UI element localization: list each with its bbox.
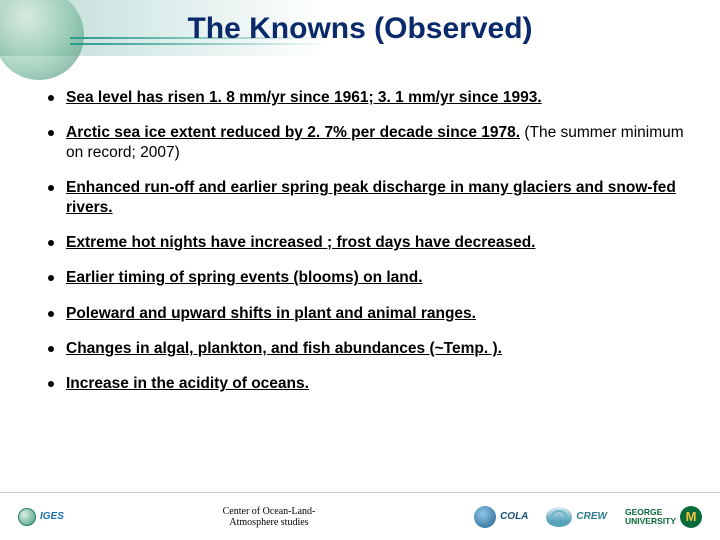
globe-icon bbox=[18, 508, 36, 526]
bullet-bold-text: Changes in algal, plankton, and fish abu… bbox=[66, 340, 502, 357]
bullet-list: Sea level has risen 1. 8 mm/yr since 196… bbox=[48, 88, 692, 484]
bullet-text: Earlier timing of spring events (blooms)… bbox=[66, 268, 423, 287]
bullet-dot-icon bbox=[48, 275, 54, 281]
bullet-bold-text: Poleward and upward shifts in plant and … bbox=[66, 305, 476, 322]
bullet-dot-icon bbox=[48, 95, 54, 101]
logo-cola: COLA bbox=[474, 506, 528, 528]
logo-cola-text: COLA bbox=[500, 511, 528, 522]
bullet-text: Sea level has risen 1. 8 mm/yr since 196… bbox=[66, 88, 542, 107]
bullet-bold-text: Arctic sea ice extent reduced by 2. 7% p… bbox=[66, 124, 520, 141]
footer-caption-line1: Center of Ocean-Land- bbox=[82, 506, 456, 517]
bullet-item: Enhanced run-off and earlier spring peak… bbox=[48, 178, 692, 217]
bullet-dot-icon bbox=[48, 346, 54, 352]
bullet-item: Extreme hot nights have increased ; fros… bbox=[48, 233, 692, 252]
bullet-dot-icon bbox=[48, 130, 54, 136]
footer-bar: IGES Center of Ocean-Land- Atmosphere st… bbox=[0, 492, 720, 540]
logo-iges-text: IGES bbox=[40, 511, 64, 522]
bullet-item: Earlier timing of spring events (blooms)… bbox=[48, 268, 692, 287]
shield-icon: M bbox=[680, 506, 702, 528]
bullet-bold-text: Earlier timing of spring events (blooms)… bbox=[66, 269, 423, 286]
bullet-text: Arctic sea ice extent reduced by 2. 7% p… bbox=[66, 123, 692, 162]
bullet-item: Changes in algal, plankton, and fish abu… bbox=[48, 339, 692, 358]
gmu-line2: UNIVERSITY bbox=[625, 517, 676, 526]
logo-iges: IGES bbox=[18, 508, 64, 526]
slide-title: The Knowns (Observed) bbox=[0, 12, 720, 46]
bullet-bold-text: Enhanced run-off and earlier spring peak… bbox=[66, 179, 676, 215]
bullet-item: Sea level has risen 1. 8 mm/yr since 196… bbox=[48, 88, 692, 107]
bullet-bold-text: Sea level has risen 1. 8 mm/yr since 196… bbox=[66, 89, 542, 106]
bullet-item: Poleward and upward shifts in plant and … bbox=[48, 304, 692, 323]
bullet-text: Poleward and upward shifts in plant and … bbox=[66, 304, 476, 323]
logo-gmu: GEORGE UNIVERSITY M bbox=[625, 506, 702, 528]
wave-icon bbox=[546, 507, 572, 527]
logo-crew: CREW bbox=[546, 507, 607, 527]
bullet-dot-icon bbox=[48, 185, 54, 191]
logo-crew-text: CREW bbox=[576, 511, 607, 522]
bullet-item: Increase in the acidity of oceans. bbox=[48, 374, 692, 393]
bullet-item: Arctic sea ice extent reduced by 2. 7% p… bbox=[48, 123, 692, 162]
earth-icon bbox=[474, 506, 496, 528]
bullet-dot-icon bbox=[48, 311, 54, 317]
bullet-bold-text: Increase in the acidity of oceans. bbox=[66, 375, 309, 392]
bullet-text: Enhanced run-off and earlier spring peak… bbox=[66, 178, 692, 217]
bullet-bold-text: Extreme hot nights have increased ; fros… bbox=[66, 234, 536, 251]
footer-caption-line2: Atmosphere studies bbox=[82, 517, 456, 528]
bullet-dot-icon bbox=[48, 240, 54, 246]
bullet-text: Changes in algal, plankton, and fish abu… bbox=[66, 339, 502, 358]
footer-center-caption: Center of Ocean-Land- Atmosphere studies bbox=[82, 506, 456, 528]
bullet-text: Extreme hot nights have increased ; fros… bbox=[66, 233, 536, 252]
logo-gmu-text: GEORGE UNIVERSITY bbox=[625, 508, 676, 526]
bullet-text: Increase in the acidity of oceans. bbox=[66, 374, 309, 393]
bullet-dot-icon bbox=[48, 381, 54, 387]
